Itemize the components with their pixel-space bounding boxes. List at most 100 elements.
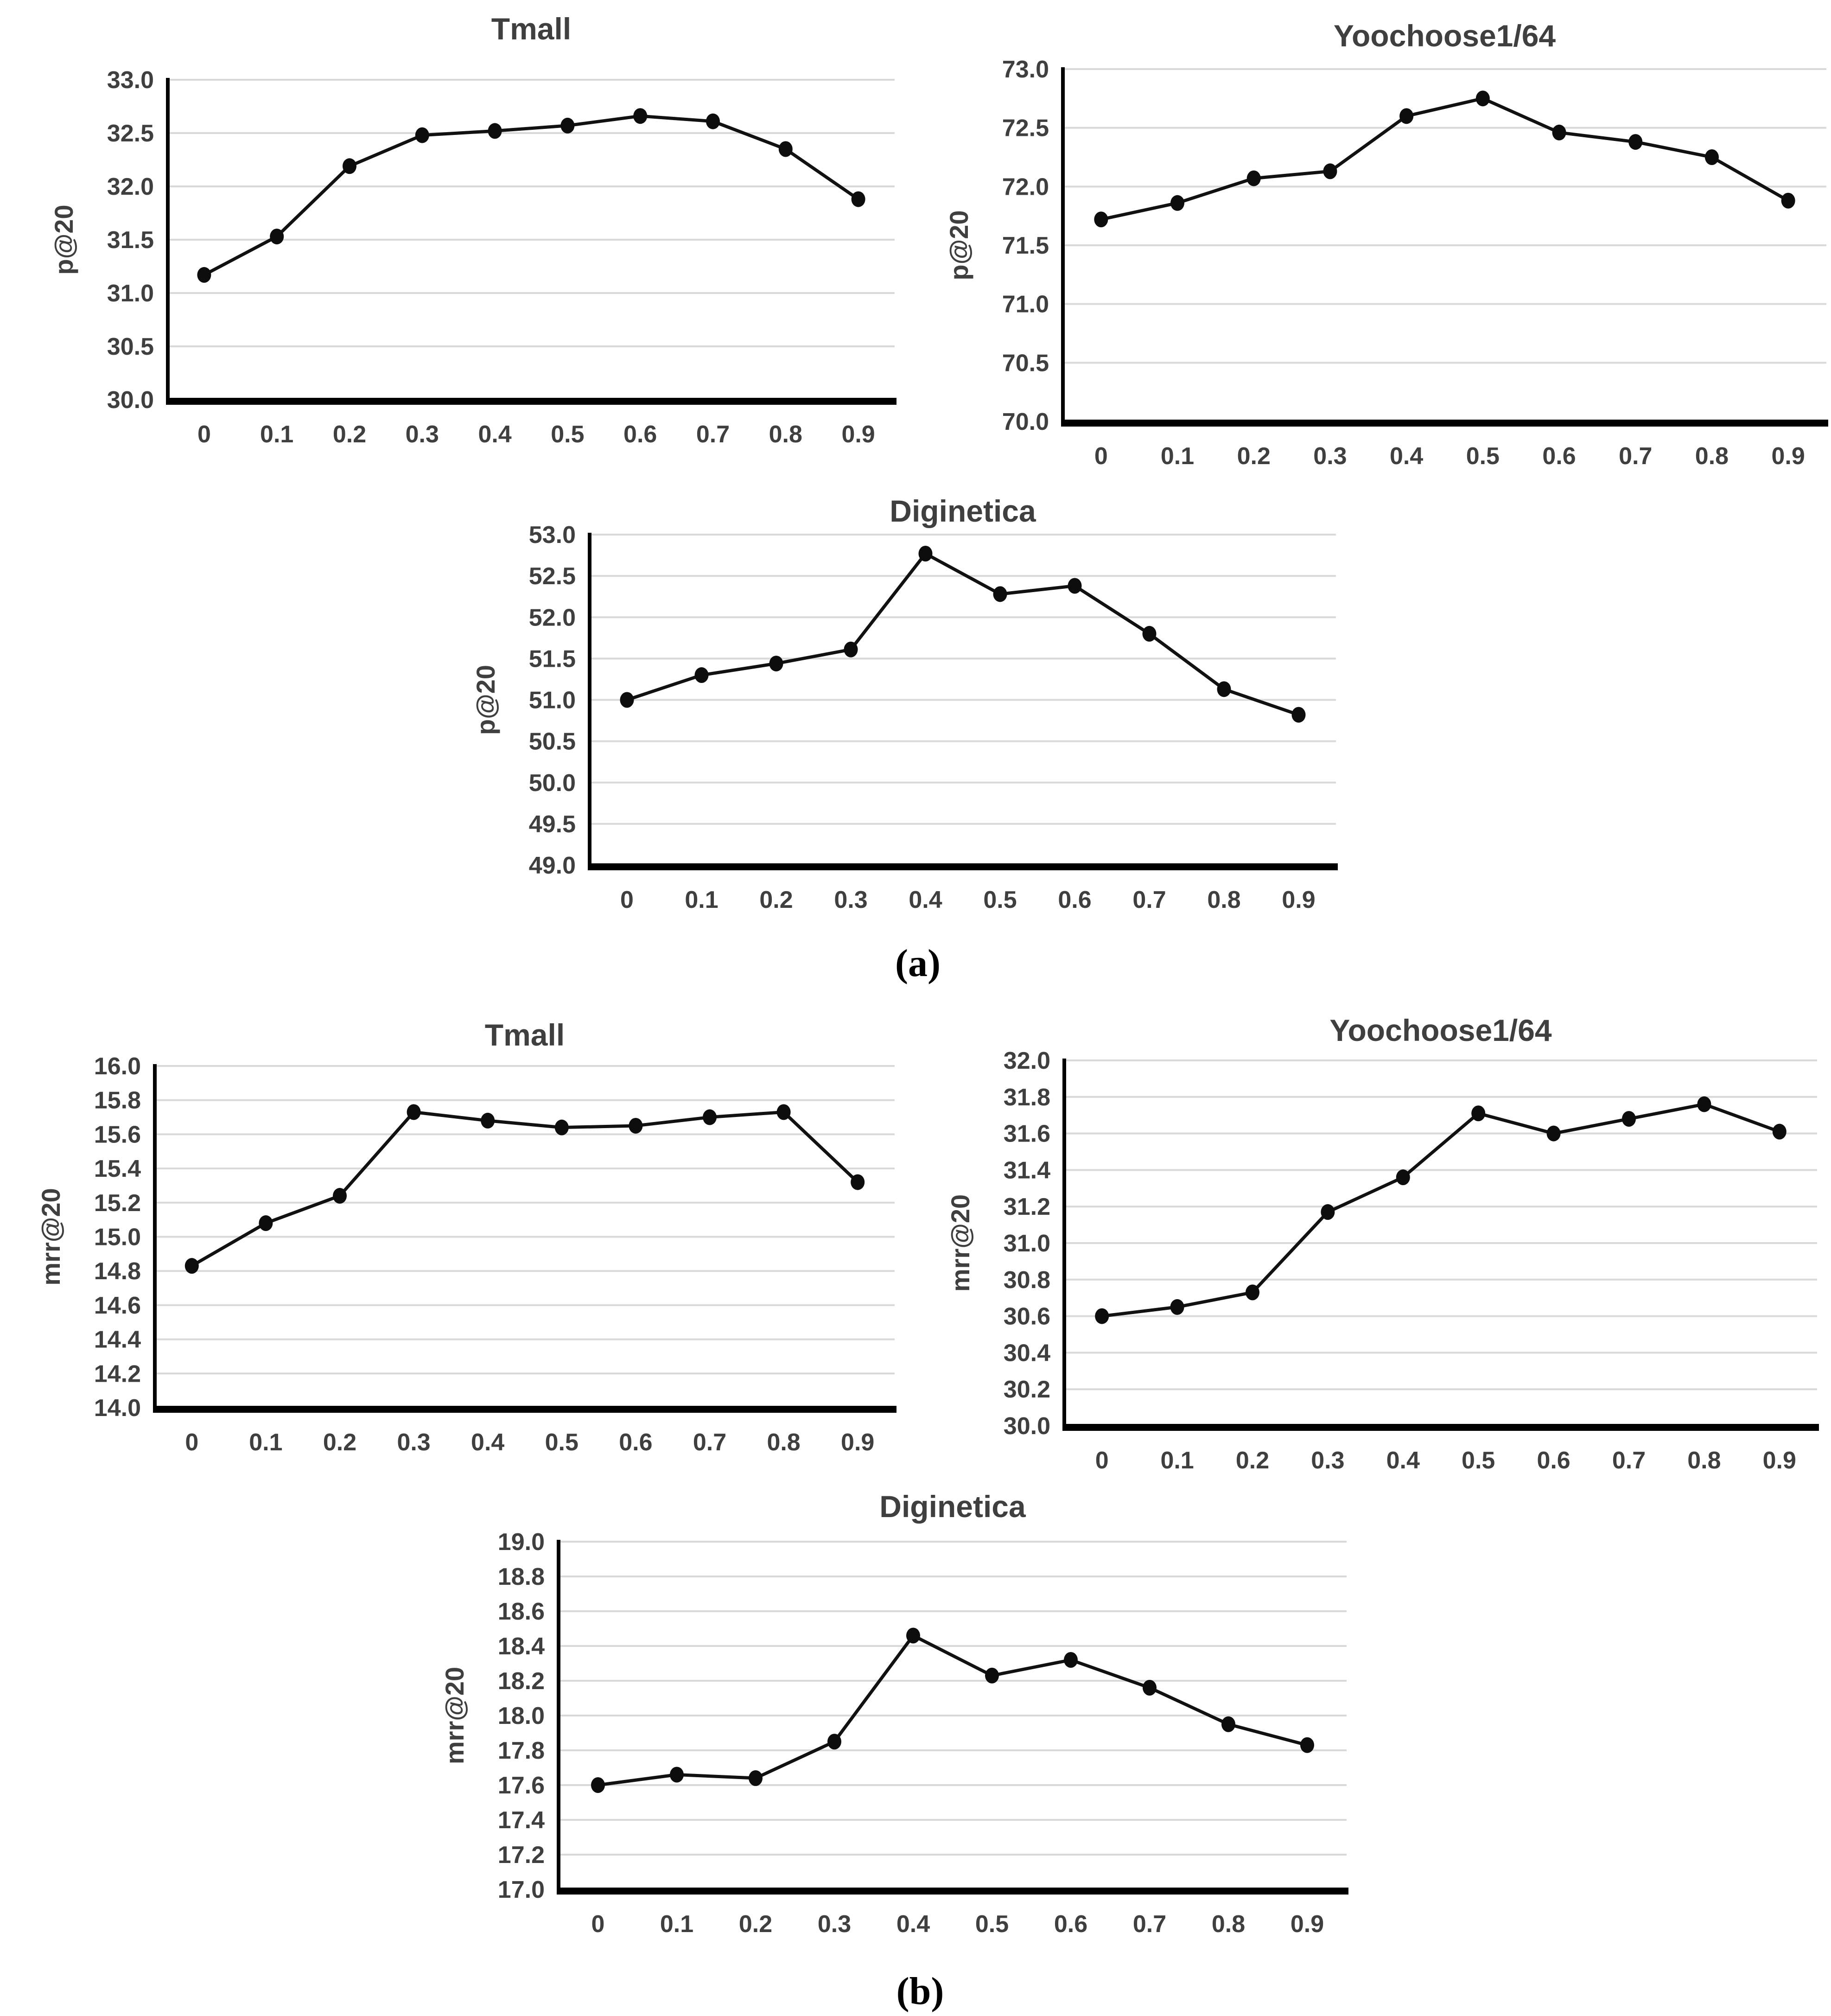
data-point xyxy=(778,141,793,157)
x-tick-label: 0.1 xyxy=(685,887,718,913)
data-point xyxy=(591,1777,605,1793)
x-tick-label: 0.8 xyxy=(1695,443,1729,470)
chart-yoochoose-mrr20: 30.0 30.2 30.4 30.6 30.8 31.0 31.2 31.4 31.6 31.8… xyxy=(946,1013,1819,1474)
data-point xyxy=(629,1117,643,1134)
x-tick-label: 0.7 xyxy=(1133,1911,1166,1938)
y-tick-label: 14.4 xyxy=(94,1327,141,1353)
x-tick-label: 0.7 xyxy=(696,421,730,448)
y-tick-label: 17.4 xyxy=(498,1807,545,1834)
data-point xyxy=(259,1215,273,1231)
data-point xyxy=(1552,124,1566,140)
x-tick-label: 0.6 xyxy=(1537,1447,1570,1474)
x-tick-label: 0.7 xyxy=(693,1429,726,1456)
x-tick-label: 0.8 xyxy=(1687,1447,1721,1474)
y-tick-label: 31.0 xyxy=(1004,1230,1050,1257)
x-tick-label: 0.9 xyxy=(1763,1447,1796,1474)
y-tick-label: 14.2 xyxy=(94,1360,141,1387)
y-tick-label: 31.6 xyxy=(1004,1121,1050,1148)
data-point xyxy=(1622,1111,1636,1127)
y-tick-label: 19.0 xyxy=(498,1529,545,1556)
y-tick-label: 17.8 xyxy=(498,1737,545,1764)
x-tick-label: 0.1 xyxy=(1160,1447,1194,1474)
y-tick-label: 17.0 xyxy=(498,1876,545,1903)
data-point xyxy=(1781,192,1795,209)
y-tick-label: 73.0 xyxy=(1002,56,1049,83)
data-point xyxy=(1628,134,1643,150)
data-point xyxy=(488,123,502,139)
y-tick-label: 30.6 xyxy=(1004,1303,1050,1330)
data-point xyxy=(1221,1716,1235,1732)
chart-title: Tmall xyxy=(485,1018,565,1052)
data-point xyxy=(851,1174,865,1190)
chart-diginetica-mrr20: 17.0 17.2 17.4 17.6 17.8 18.0 18.2 18.4 18.6 18.8… xyxy=(440,1489,1348,1938)
y-tick-label: 14.8 xyxy=(94,1258,141,1285)
chart-diginetica-p20: 49.0 49.5 50.0 50.5 51.0 51.5 52.0 52.5 53.0 0 0.1… xyxy=(471,494,1338,913)
y-tick-label: 31.4 xyxy=(1004,1157,1050,1184)
data-line xyxy=(190,1110,859,1268)
y-axis-title: mrr@20 xyxy=(36,1188,65,1285)
data-line xyxy=(596,1634,1309,1787)
y-axis-title: mrr@20 xyxy=(946,1194,975,1292)
chart-yoochoose-p20: 70.0 70.5 71.0 71.5 72.0 72.5 73.0 0 0.1 0.2 0.3 0.… xyxy=(944,19,1828,470)
x-tick-label: 0.8 xyxy=(769,421,802,448)
y-tick-label: 30.2 xyxy=(1004,1376,1050,1403)
data-point xyxy=(197,267,211,283)
y-tick-label: 18.6 xyxy=(498,1598,545,1625)
y-tick-label: 18.2 xyxy=(498,1668,545,1695)
y-tick-label: 53.0 xyxy=(529,522,576,549)
data-point xyxy=(1095,1308,1109,1324)
data-point xyxy=(1170,195,1185,211)
y-tick-label: 18.0 xyxy=(498,1703,545,1729)
x-tick-label: 0.4 xyxy=(471,1429,504,1456)
y-tick-label: 51.5 xyxy=(529,645,576,672)
data-point xyxy=(906,1627,920,1644)
data-point xyxy=(184,1258,199,1274)
data-point xyxy=(407,1104,421,1120)
data-point xyxy=(1475,90,1490,107)
y-tick-label: 15.8 xyxy=(94,1087,141,1114)
data-point xyxy=(670,1767,684,1783)
data-point xyxy=(1399,108,1414,124)
x-tick-label: 0.1 xyxy=(260,421,293,448)
y-tick-label: 14.6 xyxy=(94,1292,141,1319)
y-tick-label: 16.0 xyxy=(94,1053,141,1080)
data-point xyxy=(1217,681,1231,697)
y-axis-title: p@20 xyxy=(49,204,78,274)
data-point xyxy=(481,1112,495,1129)
x-axis-line xyxy=(588,863,1338,870)
y-tick-label: 71.5 xyxy=(1002,232,1049,259)
x-tick-label: 0.7 xyxy=(1619,443,1652,470)
y-tick-label: 49.5 xyxy=(529,811,576,838)
x-tick-label: 0.9 xyxy=(1282,887,1315,913)
data-point xyxy=(1291,707,1306,723)
y-tick-label: 31.8 xyxy=(1004,1084,1050,1111)
x-tick-label: 0.9 xyxy=(841,1429,874,1456)
data-point xyxy=(749,1770,763,1786)
x-tick-label: 0.2 xyxy=(333,421,366,448)
x-tick-label: 0.7 xyxy=(1612,1447,1646,1474)
y-tick-label: 71.0 xyxy=(1002,291,1049,318)
data-point xyxy=(1697,1096,1711,1112)
chart-title: Diginetica xyxy=(879,1489,1026,1524)
data-line xyxy=(1100,1103,1781,1318)
data-point xyxy=(827,1734,841,1750)
data-point xyxy=(1246,170,1261,186)
x-tick-label: 0.9 xyxy=(1291,1911,1324,1938)
data-point xyxy=(1068,578,1082,594)
x-axis-line xyxy=(1062,1424,1819,1431)
chart-title: Yoochoose1/64 xyxy=(1329,1013,1552,1047)
data-line xyxy=(202,114,860,277)
y-tick-label: 31.5 xyxy=(107,227,154,254)
y-tick-label: 15.6 xyxy=(94,1121,141,1148)
panel-b-label: (b) xyxy=(896,1970,944,2013)
y-tick-label: 17.2 xyxy=(498,1842,545,1869)
y-axis-title: mrr@20 xyxy=(440,1667,469,1764)
data-point xyxy=(851,191,865,207)
x-tick-label: 0.5 xyxy=(545,1429,579,1456)
data-point xyxy=(1704,149,1719,165)
chart-tmall-mrr20: 14.0 14.2 14.4 14.6 14.8 15.0 15.2 15.4 15.6 15.8… xyxy=(36,1018,896,1456)
x-tick-label: 0.9 xyxy=(841,421,875,448)
x-tick-label: 0.2 xyxy=(1237,443,1271,470)
y-tick-label: 18.4 xyxy=(498,1633,545,1660)
